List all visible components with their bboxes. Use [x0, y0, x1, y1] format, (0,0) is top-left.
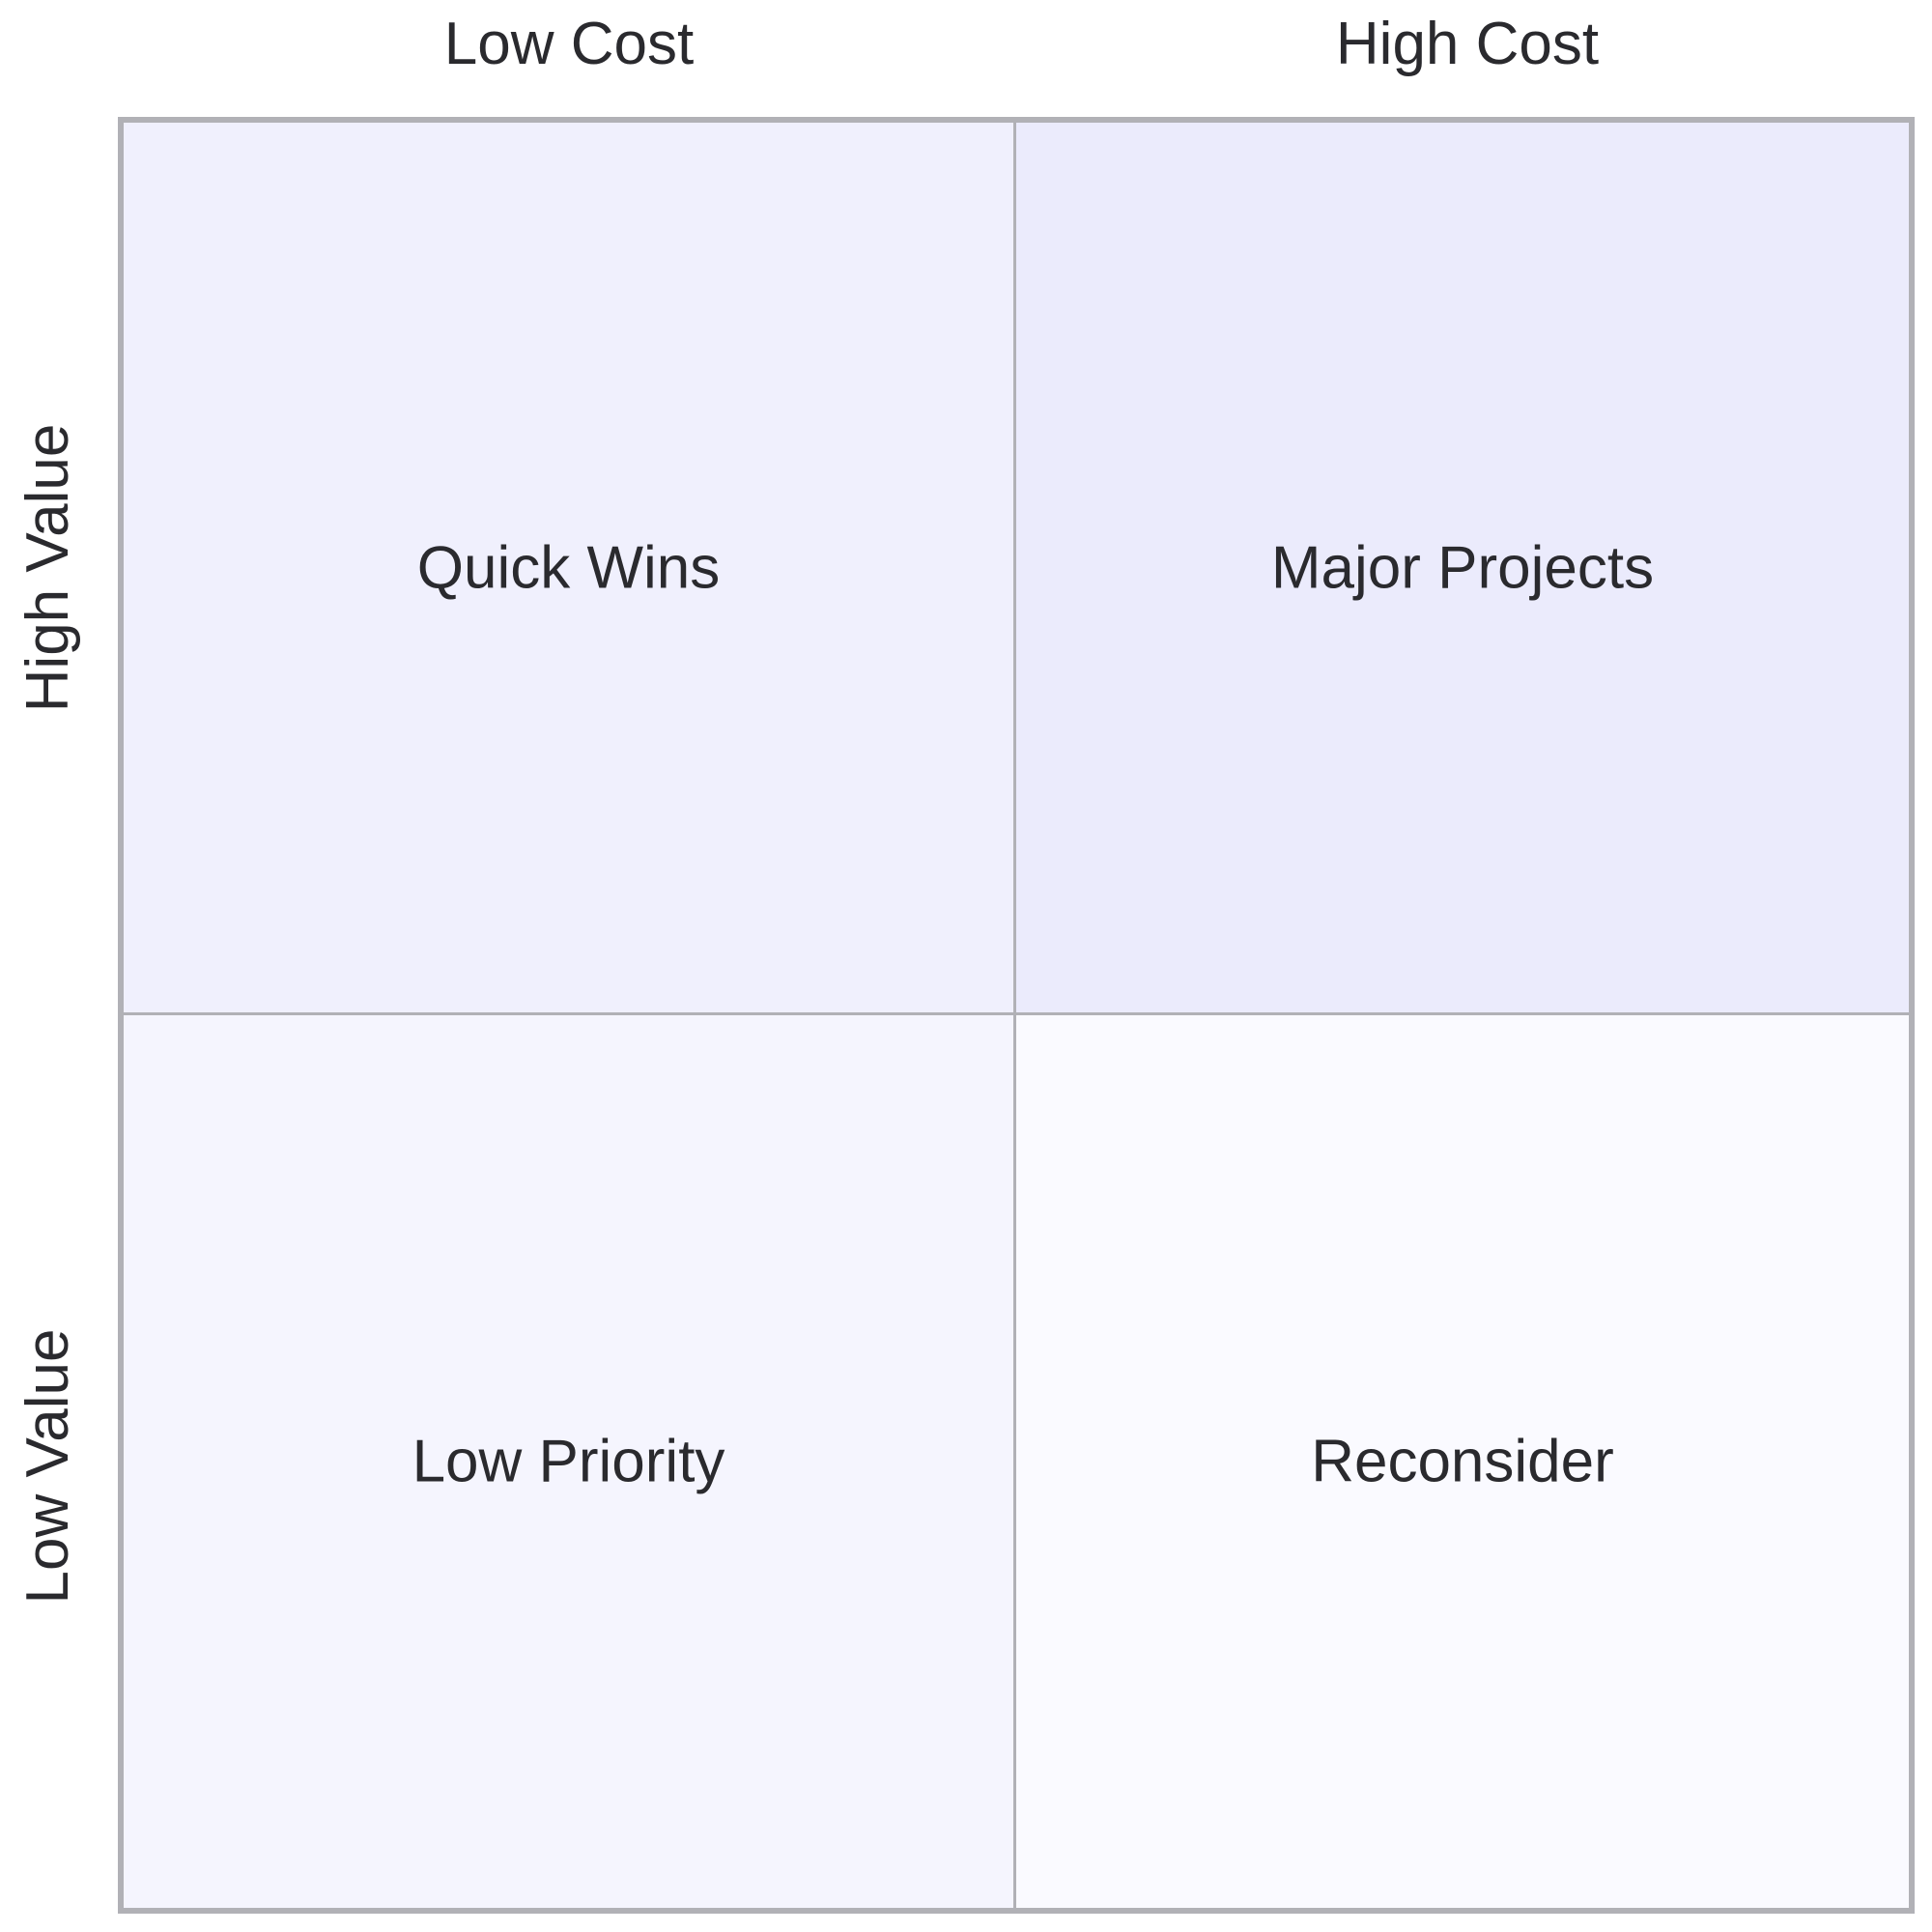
row-label-low-value: Low Value	[14, 1328, 81, 1605]
quadrant-label-major-projects: Major Projects	[1270, 534, 1655, 601]
quadrant-quick-wins: Quick Wins	[124, 123, 1016, 1015]
quadrant-label-quick-wins: Quick Wins	[416, 534, 721, 601]
quadrant-label-reconsider: Reconsider	[1311, 1428, 1614, 1495]
column-label-low-cost: Low Cost	[443, 11, 695, 77]
priority-matrix: Quick Wins Major Projects Low Priority R…	[118, 117, 1915, 1914]
quadrant-major-projects: Major Projects	[1016, 123, 1909, 1015]
quadrant-low-priority: Low Priority	[124, 1015, 1016, 1908]
quadrant-label-low-priority: Low Priority	[412, 1428, 725, 1495]
quadrant-reconsider: Reconsider	[1016, 1015, 1909, 1908]
column-label-high-cost: High Cost	[1335, 11, 1600, 77]
row-label-high-value: High Value	[14, 423, 81, 713]
